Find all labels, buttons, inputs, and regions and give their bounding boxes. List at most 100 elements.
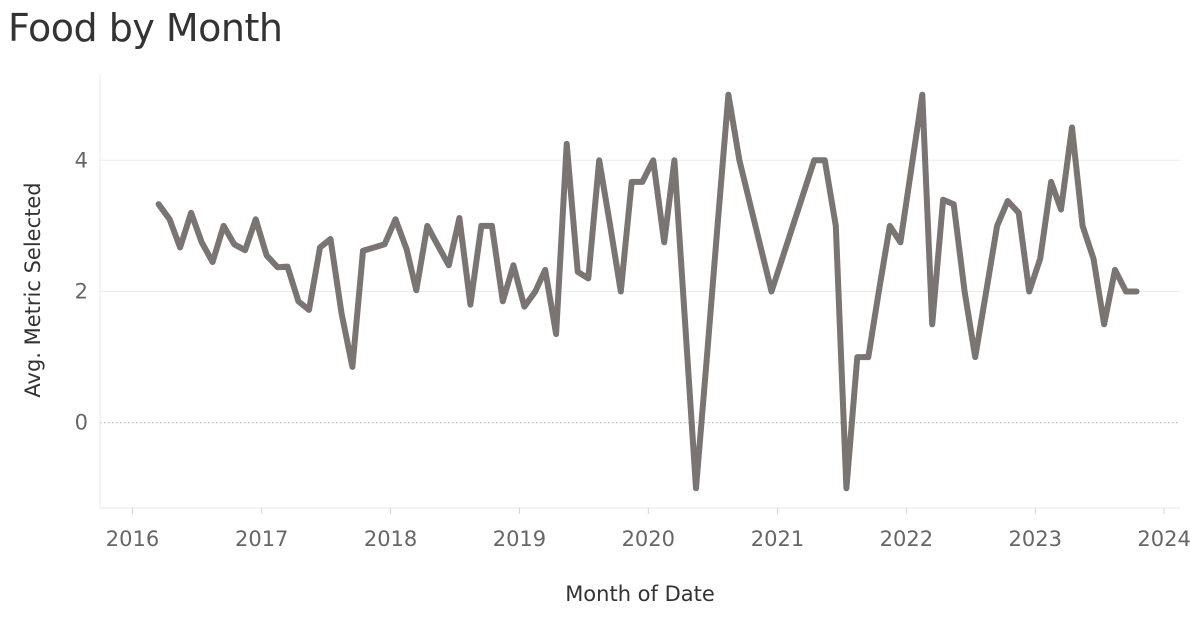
data-point — [865, 354, 871, 360]
data-point — [221, 223, 227, 229]
data-point — [940, 197, 946, 203]
data-point — [188, 210, 194, 216]
data-point — [629, 179, 635, 185]
data-point — [489, 223, 495, 229]
data-point — [371, 245, 377, 251]
data-point — [1080, 223, 1086, 229]
data-point — [1016, 210, 1022, 216]
data-point — [210, 259, 216, 265]
data-point — [983, 289, 989, 294]
data-point — [1026, 289, 1032, 294]
x-tick-label: 2024 — [1137, 527, 1190, 551]
x-tick-label: 2021 — [751, 527, 804, 551]
data-point — [1069, 124, 1075, 130]
data-point — [639, 179, 645, 185]
data-point — [725, 92, 731, 98]
data-point — [306, 307, 312, 313]
data-point — [994, 223, 1000, 229]
data-point — [876, 289, 882, 294]
y-tick-label: 0 — [75, 411, 88, 435]
chart-title: Food by Month — [8, 6, 283, 50]
data-point — [435, 243, 441, 249]
data-point — [1048, 179, 1054, 185]
data-point — [167, 216, 173, 222]
data-point — [177, 245, 183, 251]
data-point — [693, 485, 699, 491]
data-point — [1123, 289, 1129, 294]
data-point — [500, 298, 506, 304]
data-point — [393, 216, 399, 222]
data-point — [919, 92, 925, 98]
data-point — [264, 252, 270, 258]
data-point — [360, 248, 366, 254]
data-point — [478, 223, 484, 229]
data-point — [284, 264, 290, 270]
data-point — [403, 246, 409, 252]
data-point — [295, 298, 301, 304]
data-point — [736, 157, 742, 163]
data-point — [521, 304, 527, 310]
data-point — [704, 354, 710, 360]
data-point — [446, 262, 452, 268]
data-point — [424, 223, 430, 229]
x-tick-label: 2018 — [364, 527, 417, 551]
x-tick-label: 2017 — [235, 527, 288, 551]
data-point — [714, 223, 720, 229]
data-point — [542, 267, 548, 273]
data-point — [887, 223, 893, 229]
data-point — [467, 302, 473, 308]
data-point — [929, 321, 935, 327]
data-point — [156, 201, 162, 207]
data-point — [596, 157, 602, 163]
data-points — [156, 92, 1140, 491]
x-axis-ticks: 2016 2017 2018 2019 2020 2021 2022 2023 2024 — [106, 508, 1190, 551]
y-axis-title: Avg. Metric Selected — [21, 182, 45, 397]
data-point — [1091, 256, 1097, 262]
y-axis-ticks: 0 2 4 — [75, 148, 88, 434]
data-point — [607, 223, 613, 229]
data-point — [822, 157, 828, 163]
x-tick-label: 2016 — [106, 527, 159, 551]
data-point — [1134, 289, 1140, 294]
data-point — [532, 289, 538, 294]
data-point — [618, 289, 624, 294]
data-point — [564, 141, 570, 147]
data-point — [575, 269, 581, 275]
grid-layer — [100, 159, 1180, 424]
data-point — [1101, 321, 1107, 327]
data-point — [1037, 256, 1043, 262]
data-point — [585, 275, 591, 281]
data-point — [811, 157, 817, 163]
data-point — [897, 239, 903, 245]
y-tick-label: 4 — [75, 148, 88, 172]
y-tick-label: 2 — [75, 280, 88, 304]
data-point — [242, 247, 248, 253]
data-point — [413, 287, 419, 293]
data-point — [962, 289, 968, 294]
data-point — [1112, 267, 1118, 273]
data-point — [661, 239, 667, 245]
data-point — [456, 215, 462, 221]
data-point — [769, 289, 775, 294]
data-point — [833, 223, 839, 229]
data-point — [553, 331, 559, 337]
data-point — [199, 239, 205, 245]
x-axis-title: Month of Date — [565, 582, 715, 606]
data-point — [317, 245, 323, 251]
data-point — [854, 354, 860, 360]
data-point — [972, 354, 978, 360]
x-tick-label: 2019 — [493, 527, 546, 551]
data-point — [231, 241, 237, 247]
data-point — [1058, 206, 1064, 212]
data-point — [671, 157, 677, 163]
x-tick-label: 2020 — [622, 527, 675, 551]
data-point — [510, 262, 516, 268]
data-point — [951, 201, 957, 207]
data-point — [275, 264, 281, 270]
data-point — [1005, 198, 1011, 204]
data-point — [328, 236, 334, 242]
data-point — [349, 364, 355, 370]
data-point — [338, 310, 344, 316]
x-tick-label: 2022 — [880, 527, 933, 551]
